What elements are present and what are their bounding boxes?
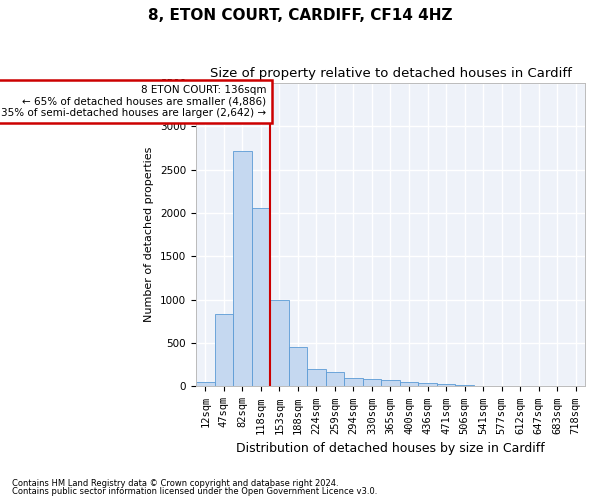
Bar [233, 150, 251, 386]
Bar [289, 348, 307, 387]
Title: Size of property relative to detached houses in Cardiff: Size of property relative to detached ho… [209, 68, 571, 80]
Text: Contains HM Land Registry data © Crown copyright and database right 2024.: Contains HM Land Registry data © Crown c… [12, 478, 338, 488]
Bar [381, 380, 400, 386]
Bar [400, 382, 418, 386]
X-axis label: Distribution of detached houses by size in Cardiff: Distribution of detached houses by size … [236, 442, 545, 455]
Bar [363, 378, 381, 386]
Bar [270, 300, 289, 386]
Bar [418, 383, 437, 386]
Text: 8, ETON COURT, CARDIFF, CF14 4HZ: 8, ETON COURT, CARDIFF, CF14 4HZ [148, 8, 452, 22]
Bar [307, 369, 326, 386]
Bar [437, 384, 455, 386]
Bar [196, 382, 215, 386]
Bar [344, 378, 363, 386]
Bar [326, 372, 344, 386]
Bar [455, 385, 474, 386]
Bar [251, 208, 270, 386]
Y-axis label: Number of detached properties: Number of detached properties [145, 147, 154, 322]
Text: Contains public sector information licensed under the Open Government Licence v3: Contains public sector information licen… [12, 487, 377, 496]
Bar [215, 314, 233, 386]
Text: 8 ETON COURT: 136sqm
← 65% of detached houses are smaller (4,886)
35% of semi-de: 8 ETON COURT: 136sqm ← 65% of detached h… [1, 85, 266, 118]
